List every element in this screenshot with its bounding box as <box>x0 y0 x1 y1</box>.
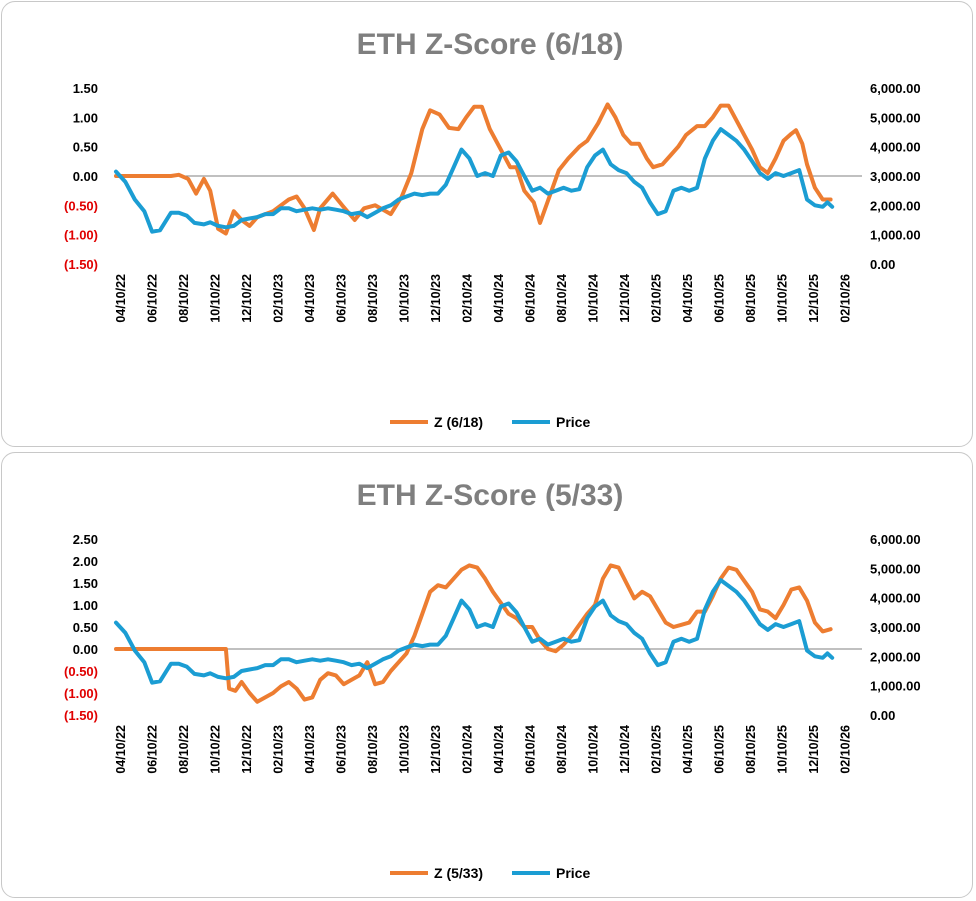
x-axis-tick-label: 02/10/26 <box>839 274 853 323</box>
series-line-zscore <box>114 563 833 704</box>
x-axis-tick-label: 06/10/25 <box>713 274 727 323</box>
x-axis-tick-label: 06/10/25 <box>713 725 727 774</box>
right-axis-tick-label: 0.00 <box>870 708 895 723</box>
left-axis-tick-label: 1.00 <box>73 110 98 125</box>
x-axis-tick-label: 10/10/22 <box>209 274 223 323</box>
x-axis-tick-label: 04/10/24 <box>492 725 506 774</box>
left-axis-tick-label: 2.50 <box>73 532 98 547</box>
x-axis-tick-label: 06/10/24 <box>524 274 538 323</box>
x-axis-tick-label: 10/10/23 <box>398 274 412 323</box>
x-axis-tick-label: 04/10/24 <box>492 274 506 323</box>
x-axis-tick-label: 02/10/23 <box>272 274 286 323</box>
right-axis-tick-label: 3,000.00 <box>870 620 921 635</box>
chart-panel-zscore-6-18: ETH Z-Score (6/18) 1.50 1.00 0.50 0.00 (0.50)… <box>1 1 973 447</box>
x-axis-tick-label: 10/10/24 <box>587 274 601 323</box>
left-axis-tick-label: (1.00) <box>64 228 98 243</box>
x-axis-tick-label: 10/10/24 <box>587 725 601 774</box>
series-line-zscore <box>114 102 833 236</box>
x-axis-tick-label: 02/10/25 <box>650 725 664 774</box>
right-axis-tick-label: 3,000.00 <box>870 169 921 184</box>
right-axis-tick-label: 5,000.00 <box>870 110 921 125</box>
x-axis-tick-label: 06/10/22 <box>146 274 160 323</box>
left-axis-tick-label: 0.50 <box>73 140 98 155</box>
x-axis-tick-label: 08/10/25 <box>744 274 758 323</box>
x-axis-tick-label: 02/10/24 <box>461 725 475 774</box>
right-axis-tick-label: 2,000.00 <box>870 198 921 213</box>
x-axis-tick-label: 08/10/24 <box>555 274 569 323</box>
chart-title: ETH Z-Score (5/33) <box>357 479 624 512</box>
left-axis-tick-label: 0.00 <box>73 169 98 184</box>
x-axis-tick-label: 10/10/25 <box>776 725 790 774</box>
chart-svg-zscore-5-33: ETH Z-Score (5/33) 2.50 2.00 1.50 1.00 0.50 0.… <box>64 479 921 881</box>
left-axis-tick-label: 0.50 <box>73 620 98 635</box>
x-axis-tick-label: 06/10/23 <box>335 274 349 323</box>
x-axis-tick-label: 12/10/23 <box>429 274 443 323</box>
right-axis-tick-label: 5,000.00 <box>870 561 921 576</box>
right-axis-tick-label: 6,000.00 <box>870 81 921 96</box>
x-axis-tick-label: 02/10/24 <box>461 274 475 323</box>
x-axis-tick-label: 10/10/23 <box>398 725 412 774</box>
left-axis-tick-label: (1.00) <box>64 686 98 701</box>
x-axis-tick-label: 06/10/24 <box>524 725 538 774</box>
x-axis-tick-label: 08/10/23 <box>366 274 380 323</box>
left-axis-tick-label: (1.50) <box>64 257 98 272</box>
x-axis-tick-label: 06/10/22 <box>146 725 160 774</box>
x-axis-tick-label: 06/10/23 <box>335 725 349 774</box>
x-axis-tick-label: 02/10/26 <box>839 725 853 774</box>
x-axis-tick-label: 12/10/22 <box>240 274 254 323</box>
left-axis-tick-label: (0.50) <box>64 198 98 213</box>
x-axis-tick-label: 08/10/23 <box>366 725 380 774</box>
left-axis-tick-label: 1.00 <box>73 598 98 613</box>
x-axis-tick-label: 12/10/22 <box>240 725 254 774</box>
chart-title: ETH Z-Score (6/18) <box>357 28 624 61</box>
x-axis-tick-label: 04/10/25 <box>681 274 695 323</box>
right-axis-tick-label: 6,000.00 <box>870 532 921 547</box>
chart-panel-zscore-5-33: ETH Z-Score (5/33) 2.50 2.00 1.50 1.00 0.50 0.… <box>1 452 973 898</box>
x-axis-tick-label: 04/10/25 <box>681 725 695 774</box>
x-axis-tick-label: 12/10/25 <box>807 725 821 774</box>
x-axis-tick-label: 08/10/25 <box>744 725 758 774</box>
chart-svg-zscore-6-18: ETH Z-Score (6/18) 1.50 1.00 0.50 0.00 (0.50)… <box>64 28 921 430</box>
right-axis-tick-label: 1,000.00 <box>870 679 921 694</box>
x-axis-tick-label: 08/10/22 <box>177 725 191 774</box>
x-axis-tick-label: 02/10/23 <box>272 725 286 774</box>
x-axis-tick-label: 12/10/23 <box>429 725 443 774</box>
x-axis-tick-label: 10/10/22 <box>209 725 223 774</box>
right-axis-tick-label: 2,000.00 <box>870 649 921 664</box>
left-axis-tick-label: 2.00 <box>73 554 98 569</box>
x-axis-tick-label: 12/10/24 <box>618 725 632 774</box>
series-line-price <box>114 578 835 685</box>
x-axis-tick-label: 02/10/25 <box>650 274 664 323</box>
x-axis-tick-label: 04/10/22 <box>114 274 128 323</box>
x-axis-tick-label: 08/10/22 <box>177 274 191 323</box>
right-axis-tick-label: 1,000.00 <box>870 228 921 243</box>
legend-label-price: Price <box>556 414 590 430</box>
left-axis-tick-label: (1.50) <box>64 708 98 723</box>
x-axis-tick-label: 04/10/23 <box>303 725 317 774</box>
x-axis-tick-label: 12/10/24 <box>618 274 632 323</box>
x-axis-tick-label: 10/10/25 <box>776 274 790 323</box>
right-axis-tick-label: 4,000.00 <box>870 140 921 155</box>
series-line-price <box>114 127 835 234</box>
legend-label-price: Price <box>556 865 590 881</box>
x-axis-tick-label: 12/10/25 <box>807 274 821 323</box>
left-axis-tick-label: 1.50 <box>73 576 98 591</box>
x-axis-tick-label: 04/10/22 <box>114 725 128 774</box>
legend-label-zscore: Z (6/18) <box>434 414 483 430</box>
left-axis-tick-label: 1.50 <box>73 81 98 96</box>
x-axis-tick-label: 04/10/23 <box>303 274 317 323</box>
legend-label-zscore: Z (5/33) <box>434 865 483 881</box>
left-axis-tick-label: 0.00 <box>73 642 98 657</box>
right-axis-tick-label: 0.00 <box>870 257 895 272</box>
left-axis-tick-label: (0.50) <box>64 664 98 679</box>
x-axis-tick-label: 08/10/24 <box>555 725 569 774</box>
right-axis-tick-label: 4,000.00 <box>870 591 921 606</box>
